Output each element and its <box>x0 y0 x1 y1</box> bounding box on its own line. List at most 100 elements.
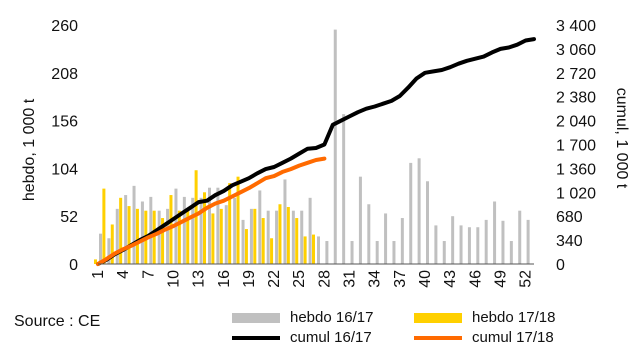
bar-hebdo-16-17 <box>384 213 388 264</box>
bar-hebdo-17-18 <box>303 236 307 264</box>
bar-hebdo-17-18 <box>135 208 139 264</box>
x-tick-label: 19 <box>241 270 258 288</box>
bar-hebdo-17-18 <box>236 176 240 264</box>
x-tick-label: 25 <box>291 270 308 288</box>
bar-hebdo-16-17 <box>417 158 421 264</box>
bar-hebdo-16-17 <box>233 197 237 264</box>
y-right-tick-label: 3 060 <box>556 42 596 59</box>
bar-hebdo-16-17 <box>166 208 170 264</box>
x-tick-label: 40 <box>417 270 434 288</box>
y-right-tick-label: 2 720 <box>556 66 596 83</box>
x-tick-label: 43 <box>442 270 459 288</box>
bar-hebdo-16-17 <box>275 210 279 264</box>
x-tick-label: 7 <box>140 270 157 279</box>
y-left-tick-label: 208 <box>51 66 78 83</box>
bar-hebdo-17-18 <box>295 218 299 264</box>
bar-hebdo-17-18 <box>194 170 198 264</box>
bar-hebdo-16-17 <box>249 208 253 264</box>
x-tick-label: 22 <box>266 270 283 288</box>
bar-hebdo-16-17 <box>124 195 128 264</box>
y-right-tick-label: 1 360 <box>556 161 596 178</box>
bars-hebdo-17-18 <box>94 170 315 264</box>
bar-hebdo-16-17 <box>317 236 320 264</box>
bar-hebdo-16-17 <box>350 241 354 264</box>
bar-hebdo-16-17 <box>283 179 287 264</box>
bar-hebdo-17-18 <box>219 208 223 264</box>
bar-hebdo-17-18 <box>278 204 282 264</box>
y-left-tick-label: 52 <box>60 209 78 226</box>
line-cumul-16-17 <box>96 37 536 266</box>
bars-hebdo-16-17 <box>99 29 530 265</box>
bar-hebdo-16-17 <box>509 241 513 264</box>
y-left-axis-label: hebdo, 1 000 t <box>21 98 38 201</box>
x-tick-label: 13 <box>191 270 208 288</box>
bar-hebdo-16-17 <box>501 220 505 264</box>
x-tick-label: 16 <box>216 270 233 288</box>
bar-hebdo-16-17 <box>132 185 136 264</box>
bar-hebdo-16-17 <box>434 225 438 264</box>
x-tick-label: 46 <box>467 270 484 288</box>
y-right-tick-label: 1 020 <box>556 185 596 202</box>
bar-hebdo-17-18 <box>228 183 232 264</box>
bar-hebdo-16-17 <box>459 225 463 264</box>
bar-hebdo-16-17 <box>140 201 144 264</box>
bar-hebdo-16-17 <box>300 210 304 264</box>
bar-hebdo-17-18 <box>270 238 274 264</box>
bar-hebdo-16-17 <box>375 241 379 264</box>
y-left-tick-label: 156 <box>51 114 78 131</box>
bar-hebdo-17-18 <box>102 188 106 264</box>
y-right-tick-label: 2 380 <box>556 90 596 107</box>
y-right-tick-label: 0 <box>556 257 565 274</box>
x-tick-label: 49 <box>492 270 509 288</box>
bar-hebdo-16-17 <box>115 208 119 264</box>
bar-hebdo-16-17 <box>216 187 220 264</box>
bar-hebdo-17-18 <box>177 210 181 264</box>
bar-hebdo-16-17 <box>333 29 337 264</box>
y-right-tick-labels: 0 340 680 1 020 1 360 1 700 2 040 2 380 2 720 3 0… <box>556 18 596 274</box>
bar-hebdo-16-17 <box>224 205 228 264</box>
x-tick-label: 34 <box>367 270 384 288</box>
bar-hebdo-16-17 <box>241 219 245 264</box>
x-tick-label: 28 <box>316 270 333 288</box>
x-tick-label: 4 <box>115 270 132 279</box>
bar-hebdo-16-17 <box>367 204 371 264</box>
bar-hebdo-17-18 <box>119 197 123 264</box>
x-tick-label: 1 <box>90 270 107 279</box>
bar-hebdo-16-17 <box>518 210 522 264</box>
y-right-tick-label: 340 <box>556 233 583 250</box>
bar-hebdo-17-18 <box>203 192 206 264</box>
bar-hebdo-16-17 <box>451 216 455 264</box>
x-tick-labels: 1 4 7 10 13 16 19 22 25 28 31 34 37 40 43 46 49 52 <box>90 270 535 288</box>
bar-hebdo-17-18 <box>253 208 257 264</box>
y-right-tick-label: 2 040 <box>556 114 596 131</box>
y-left-tick-label: 0 <box>69 257 78 274</box>
bar-hebdo-17-18 <box>286 207 290 264</box>
bar-hebdo-17-18 <box>169 195 173 264</box>
bar-hebdo-16-17 <box>400 218 404 264</box>
bar-hebdo-16-17 <box>409 162 413 264</box>
bar-hebdo-16-17 <box>467 227 471 264</box>
bar-hebdo-17-18 <box>152 210 156 264</box>
bar-hebdo-16-17 <box>107 238 111 264</box>
bar-hebdo-17-18 <box>312 234 315 264</box>
bar-hebdo-17-18 <box>161 218 165 264</box>
y-right-tick-label: 3 400 <box>556 18 596 35</box>
line-cumul-17-18 <box>96 156 327 266</box>
bar-hebdo-17-18 <box>127 206 131 264</box>
bar-hebdo-16-17 <box>99 233 102 264</box>
y-left-tick-label: 104 <box>51 161 78 178</box>
bar-hebdo-16-17 <box>358 176 362 264</box>
x-tick-label: 52 <box>518 270 535 288</box>
x-tick-label: 37 <box>392 270 409 288</box>
bar-hebdo-16-17 <box>484 219 488 264</box>
bar-hebdo-17-18 <box>244 229 248 264</box>
bar-hebdo-16-17 <box>266 210 270 264</box>
bar-hebdo-16-17 <box>291 210 295 264</box>
bar-hebdo-16-17 <box>182 196 186 264</box>
y-right-axis-label: cumul, 1 000 t <box>613 88 630 189</box>
source-label: Source : CE <box>14 313 101 330</box>
bar-hebdo-16-17 <box>325 241 329 264</box>
bar-hebdo-16-17 <box>476 227 480 264</box>
bar-hebdo-17-18 <box>110 224 114 264</box>
